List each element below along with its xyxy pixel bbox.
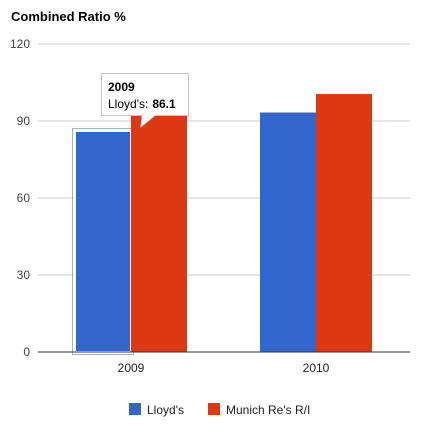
legend-label: Munich Re's R/I [226,403,310,417]
tooltip-category: 2009 [108,80,135,94]
tooltip-value: 86.1 [152,97,176,111]
y-axis-ticks: 0 30 60 90 120 [10,37,30,359]
x-axis-ticks: 2009 2010 [118,361,330,375]
y-tick-label: 60 [17,191,31,205]
legend: Lloyd's Munich Re's R/I [129,403,310,417]
legend-swatch [129,403,141,415]
legend-label: Lloyd's [147,403,184,417]
legend-swatch [208,403,220,415]
bar-2009-lloyds[interactable] [74,130,132,353]
y-tick-label: 120 [10,37,30,51]
x-tick-label: 2010 [303,361,330,375]
bar-2010-lloyds[interactable] [260,112,316,352]
bars [72,94,372,355]
y-tick-label: 30 [17,268,31,282]
bar-2009-munich-re[interactable] [131,104,187,352]
bar-2010-munich-re[interactable] [316,94,372,353]
tooltip-series-label: Lloyd's: [108,97,148,111]
y-tick-label: 0 [23,345,30,359]
tooltip-box [101,73,189,129]
tooltip-value-line: Lloyd's: 86.1 [108,97,176,111]
x-tick-label: 2009 [118,361,145,375]
tooltip: 2009 Lloyd's: 86.1 [101,73,189,129]
y-tick-label: 90 [17,114,31,128]
chart-title: Combined Ratio % [11,9,126,24]
